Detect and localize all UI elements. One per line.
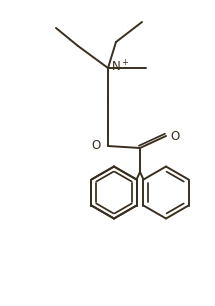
Text: O: O xyxy=(92,139,101,151)
Text: O: O xyxy=(170,129,179,143)
Text: N$^+$: N$^+$ xyxy=(111,59,129,75)
